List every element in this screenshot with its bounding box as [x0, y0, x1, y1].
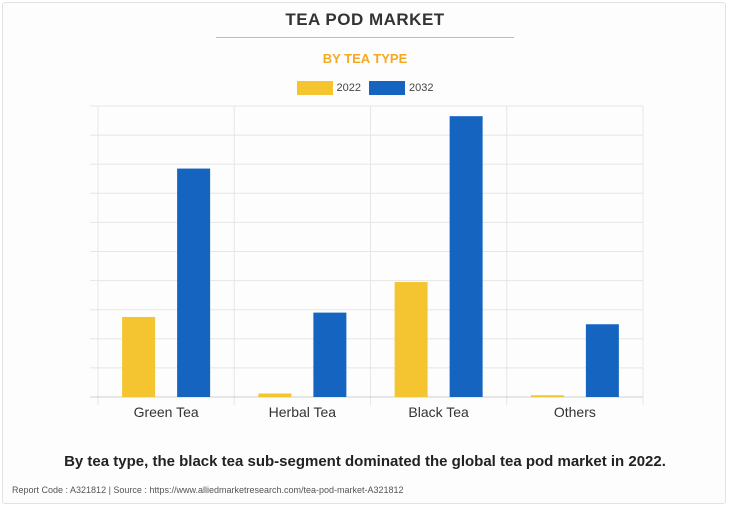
bar-2022-others: [530, 395, 564, 397]
legend-item-2022[interactable]: 2022: [296, 81, 361, 95]
x-tick-label: Black Tea: [408, 404, 469, 420]
bar-2032-green-tea: [177, 168, 211, 397]
x-tick-label: Herbal Tea: [269, 404, 337, 420]
source-line: Report Code : A321812 | Source : https:/…: [12, 485, 404, 495]
bar-2032-black-tea: [449, 116, 483, 397]
legend-item-2032[interactable]: 2032: [369, 81, 433, 95]
legend-swatch-2022: [296, 81, 333, 95]
legend-swatch-2032: [369, 81, 405, 95]
legend-label-2032: 2032: [409, 82, 434, 94]
legend: 2022 2032: [0, 81, 730, 95]
x-tick-label: Others: [554, 404, 596, 420]
bar-2022-black-tea: [394, 282, 428, 397]
title-divider: [216, 37, 514, 38]
bar-2022-green-tea: [122, 316, 156, 397]
chart-caption: By tea type, the black tea sub-segment d…: [64, 453, 666, 470]
x-tick-label: Green Tea: [134, 404, 199, 420]
legend-label-2022: 2022: [336, 82, 361, 94]
chart-title: TEA POD MARKET: [285, 10, 445, 29]
bar-chart: Green Tea Herbal Tea Black Tea Others: [90, 105, 644, 420]
bar-2032-herbal-tea: [313, 312, 347, 397]
bar-2032-others: [585, 324, 619, 397]
chart-subtitle: BY TEA TYPE: [322, 51, 408, 66]
bar-2022-herbal-tea: [258, 393, 292, 397]
